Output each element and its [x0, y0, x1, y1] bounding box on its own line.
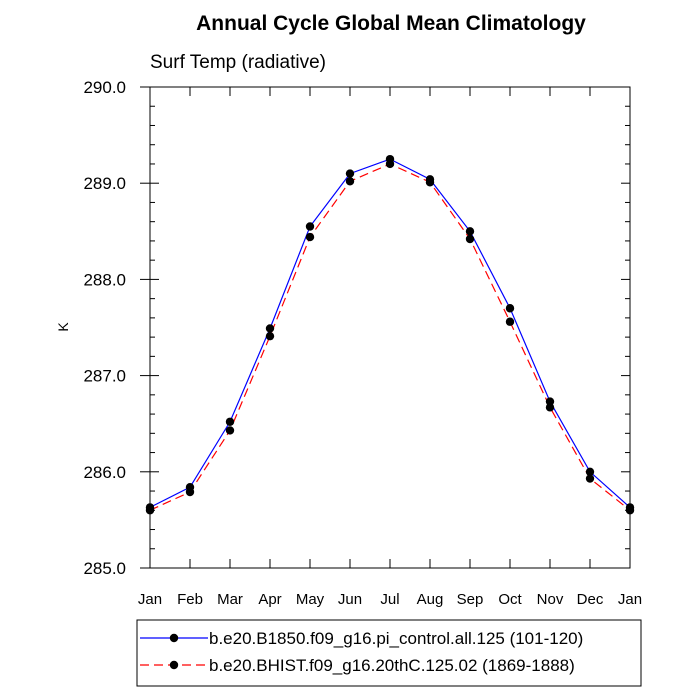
- series-2-point: [505, 317, 515, 326]
- series-1-point: [345, 169, 355, 178]
- series-1-point: [465, 227, 475, 236]
- series-1-point: [505, 304, 515, 313]
- chart-subtitle: Surf Temp (radiative): [150, 52, 326, 73]
- y-tick-label: 288.0: [83, 270, 126, 289]
- y-tick-label: 286.0: [83, 463, 126, 482]
- y-tick-label: 287.0: [83, 367, 126, 386]
- series-2-point: [425, 178, 435, 187]
- series-2-point: [265, 331, 275, 341]
- x-tick-label: Jul: [380, 591, 399, 608]
- series-2-point: [305, 232, 315, 242]
- x-tick-label: Sep: [457, 591, 484, 608]
- x-tick-label: Dec: [577, 591, 604, 608]
- series-1-point: [265, 324, 275, 333]
- x-tick-label: Nov: [537, 591, 564, 608]
- x-tick-label: Apr: [258, 591, 281, 608]
- x-tick-label: Aug: [417, 591, 444, 608]
- x-tick-label: Jan: [618, 591, 642, 608]
- legend: b.e20.B1850.f09_g16.pi_control.all.125 (…: [136, 619, 642, 687]
- chart-title: Annual Cycle Global Mean Climatology: [196, 12, 586, 35]
- y-axis-label: K: [55, 322, 71, 332]
- series-layer: [145, 154, 635, 515]
- series-1-point: [305, 222, 315, 231]
- series-1-point: [545, 397, 555, 406]
- x-tick-label: Feb: [177, 591, 203, 608]
- y-axis: 285.0 286.0 287.0 288.0 289.0 290.0: [83, 78, 630, 578]
- y-tick-label: 285.0: [83, 559, 126, 578]
- series-2-point: [385, 159, 395, 169]
- series-2-point: [465, 234, 475, 244]
- series-1-point: [225, 417, 235, 426]
- series-line-2: [149, 163, 631, 511]
- series-2-point: [345, 177, 355, 186]
- legend-marker-1: [169, 633, 179, 643]
- legend-box: [136, 619, 642, 687]
- series-1-point: [585, 467, 595, 476]
- series-2-point: [585, 474, 595, 483]
- series-2-point: [545, 403, 555, 412]
- series-2-point: [625, 506, 635, 515]
- x-tick-label: May: [296, 591, 325, 608]
- series-line-1: [149, 158, 631, 508]
- x-tick-label: Jun: [338, 591, 362, 608]
- series-2-point: [225, 426, 235, 435]
- y-tick-label: 289.0: [83, 174, 126, 193]
- series-2-point: [185, 487, 195, 497]
- x-axis: Jan Feb Mar Apr May Jun Jul Aug Sep Oct Nov Dec Jan: [138, 87, 642, 608]
- series-2-point: [145, 506, 155, 515]
- x-tick-label: Jan: [138, 591, 162, 608]
- legend-marker-2: [169, 660, 179, 670]
- legend-label-2: b.e20.BHIST.f09_g16.20thC.125.02 (1869-1…: [209, 656, 575, 675]
- x-tick-label: Mar: [217, 591, 243, 608]
- x-tick-label: Oct: [498, 591, 522, 608]
- legend-label-1: b.e20.B1850.f09_g16.pi_control.all.125 (…: [209, 629, 583, 648]
- y-tick-label: 290.0: [83, 78, 126, 97]
